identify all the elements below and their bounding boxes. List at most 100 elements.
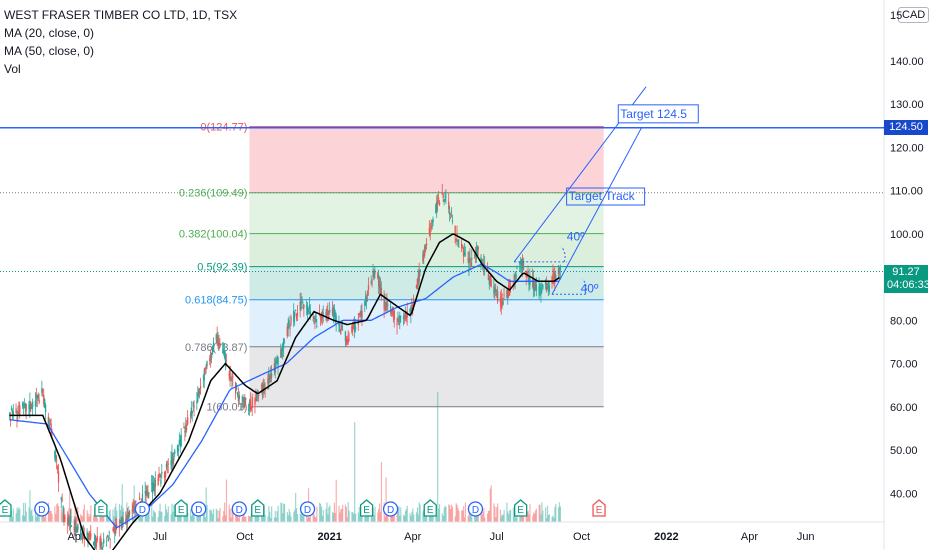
candle-body	[42, 395, 44, 397]
candle-body	[100, 537, 102, 546]
ma50-legend[interactable]: MA (50, close, 0)	[4, 44, 95, 58]
volume-bar	[283, 504, 286, 522]
volume-bar	[506, 502, 508, 522]
volume-legend[interactable]: Vol	[4, 62, 21, 76]
candle-body	[120, 517, 122, 523]
candle-body	[160, 479, 162, 485]
volume-bar	[526, 511, 528, 522]
volume-bar	[457, 508, 459, 522]
volume-bar	[532, 515, 534, 522]
volume-bar	[55, 513, 57, 522]
candle-body	[423, 251, 425, 256]
volume-bar	[280, 502, 282, 522]
candle-body	[444, 198, 446, 201]
volume-bar	[392, 516, 395, 522]
candle-body	[232, 375, 234, 378]
last-price-value: 91.27	[892, 265, 920, 278]
fib-label: 0.786(73.87)	[185, 342, 247, 354]
volume-bar	[189, 509, 192, 522]
candle-body	[365, 296, 367, 302]
volume-bar	[351, 511, 353, 522]
candle-body	[377, 275, 380, 286]
candle-body	[326, 309, 328, 315]
volume-bar	[384, 516, 386, 522]
volume-bar	[81, 515, 83, 522]
candle-body	[535, 284, 538, 291]
candle-body	[389, 306, 392, 312]
volume-bar	[418, 502, 420, 522]
candle-body	[145, 492, 147, 496]
volume-bar	[374, 506, 376, 522]
volume-bar	[115, 503, 117, 522]
dividend-marker	[231, 501, 247, 517]
volume-bar	[548, 514, 550, 522]
volume-bar	[450, 504, 453, 522]
volume-bar	[289, 512, 291, 522]
candle-body	[281, 348, 283, 350]
volume-bar	[126, 502, 128, 522]
candle-body	[379, 283, 382, 293]
candle-body	[161, 471, 163, 474]
volume-bar	[212, 514, 214, 522]
volume-bar	[507, 511, 509, 522]
candle-body	[471, 257, 473, 260]
candle-body	[276, 361, 278, 363]
candle-body	[461, 243, 463, 249]
volume-bar	[437, 392, 439, 522]
volume-bar	[477, 514, 479, 522]
candle-body	[302, 306, 304, 309]
volume-bar	[411, 511, 413, 522]
candle-body	[499, 299, 502, 303]
candle-body	[75, 521, 77, 533]
candle-body	[219, 344, 221, 346]
candle-body	[448, 201, 450, 210]
volume-bar	[19, 509, 21, 522]
candle-body	[467, 259, 469, 261]
currency-badge[interactable]: CAD	[898, 7, 930, 23]
volume-bar	[533, 512, 535, 522]
candle-body	[289, 328, 291, 330]
volume-bar	[283, 503, 285, 522]
symbol-title[interactable]: WEST FRASER TIMBER CO LTD, 1D, TSX	[4, 8, 238, 22]
volume-bar	[206, 504, 208, 522]
volume-bar	[261, 516, 264, 522]
volume-bar	[230, 517, 232, 522]
volume-bar	[312, 508, 314, 522]
candle-body	[367, 285, 370, 291]
candle-body	[267, 378, 269, 385]
volume-bar	[509, 509, 512, 522]
volume-bar	[319, 503, 322, 522]
candle-body	[231, 378, 233, 380]
candle-body	[73, 526, 75, 531]
candle-body	[11, 411, 14, 416]
candle-body	[242, 397, 244, 401]
volume-bar	[148, 512, 150, 522]
candle-body	[164, 471, 167, 478]
volume-bar	[287, 515, 289, 522]
candle-body	[60, 497, 62, 500]
y-tick-label: 120.00	[890, 142, 924, 154]
volume-bar	[316, 506, 318, 522]
candle-body	[234, 382, 237, 394]
volume-bar	[152, 510, 155, 522]
candle-body	[88, 535, 90, 537]
volume-bar	[361, 512, 363, 522]
volume-bar	[458, 510, 460, 522]
target-annotation: Target 124.5	[620, 107, 687, 121]
volume-bar	[512, 507, 514, 522]
volume-bar	[359, 516, 361, 522]
candle-body	[35, 394, 38, 398]
volume-bar	[37, 510, 39, 522]
ma20-legend[interactable]: MA (20, close, 0)	[4, 26, 95, 40]
candle-body	[470, 262, 472, 268]
volume-bar	[406, 505, 408, 522]
candle-body	[12, 410, 14, 417]
volume-bar	[271, 506, 273, 522]
candle-body	[109, 538, 111, 540]
volume-bar	[490, 485, 492, 522]
candle-body	[29, 400, 31, 411]
event-letter: D	[304, 505, 311, 516]
volume-bar	[403, 516, 406, 522]
candle-body	[393, 310, 395, 320]
